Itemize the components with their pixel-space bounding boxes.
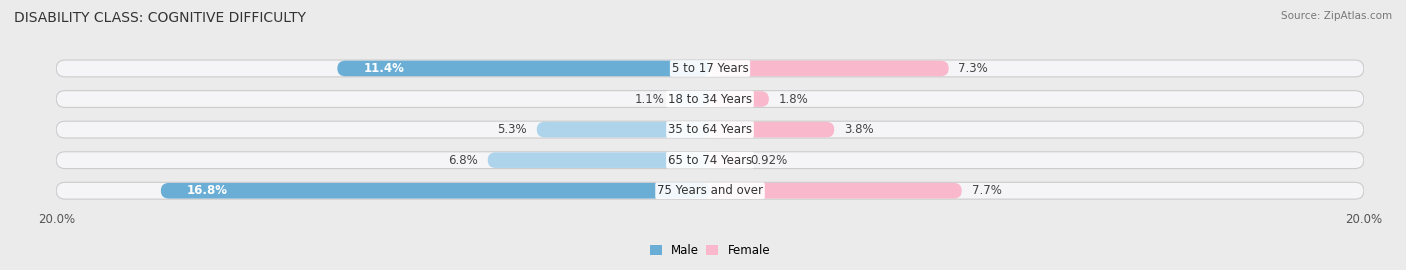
Text: 3.8%: 3.8% [844,123,873,136]
Text: 1.8%: 1.8% [779,93,808,106]
Text: DISABILITY CLASS: COGNITIVE DIFFICULTY: DISABILITY CLASS: COGNITIVE DIFFICULTY [14,11,307,25]
FancyBboxPatch shape [710,183,962,198]
FancyBboxPatch shape [710,152,740,168]
FancyBboxPatch shape [710,61,949,76]
Text: 65 to 74 Years: 65 to 74 Years [668,154,752,167]
FancyBboxPatch shape [710,91,769,107]
Text: 5 to 17 Years: 5 to 17 Years [672,62,748,75]
Text: 7.3%: 7.3% [959,62,988,75]
FancyBboxPatch shape [56,152,1364,168]
FancyBboxPatch shape [160,183,710,198]
FancyBboxPatch shape [56,121,1364,138]
FancyBboxPatch shape [337,61,710,76]
Text: 11.4%: 11.4% [364,62,405,75]
Legend: Male, Female: Male, Female [645,239,775,261]
Text: 75 Years and over: 75 Years and over [657,184,763,197]
Text: 6.8%: 6.8% [449,154,478,167]
Text: 5.3%: 5.3% [498,123,527,136]
Text: 7.7%: 7.7% [972,184,1001,197]
Text: Source: ZipAtlas.com: Source: ZipAtlas.com [1281,11,1392,21]
Text: 18 to 34 Years: 18 to 34 Years [668,93,752,106]
FancyBboxPatch shape [488,152,710,168]
Text: 16.8%: 16.8% [187,184,228,197]
Text: 0.92%: 0.92% [749,154,787,167]
Text: 35 to 64 Years: 35 to 64 Years [668,123,752,136]
FancyBboxPatch shape [56,60,1364,77]
FancyBboxPatch shape [537,122,710,137]
Text: 1.1%: 1.1% [634,93,664,106]
FancyBboxPatch shape [673,91,710,107]
FancyBboxPatch shape [56,182,1364,199]
FancyBboxPatch shape [710,122,834,137]
FancyBboxPatch shape [56,91,1364,107]
